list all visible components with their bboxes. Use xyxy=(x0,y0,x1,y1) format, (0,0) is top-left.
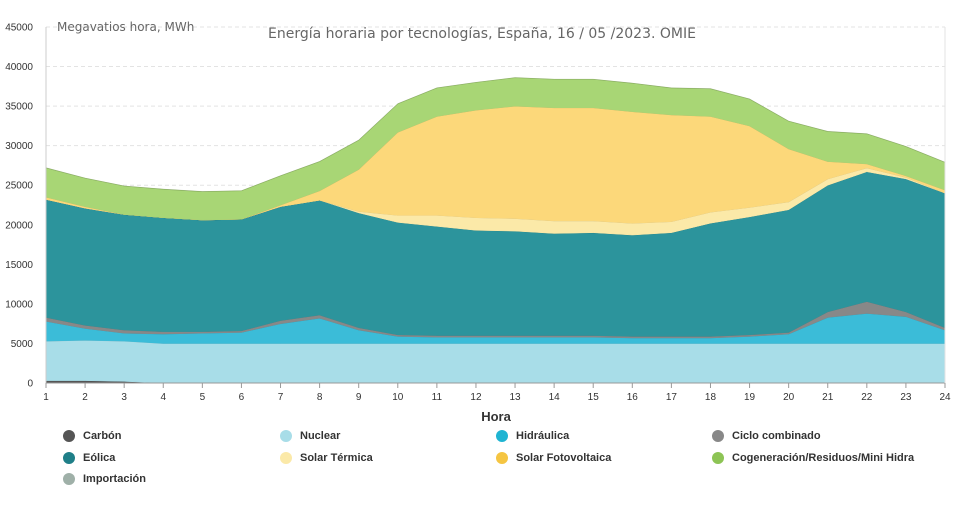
x-tick-label: 3 xyxy=(121,392,127,403)
legend-label: Solar Térmica xyxy=(300,452,373,464)
chart-title: Energía horaria por tecnologías, España,… xyxy=(268,26,696,42)
legend-label: Nuclear xyxy=(300,430,341,442)
x-tick-label: 11 xyxy=(432,392,443,403)
legend-label: Importación xyxy=(83,473,146,485)
x-tick-label: 4 xyxy=(160,392,166,403)
legend-item[interactable]: Solar Térmica xyxy=(280,450,373,466)
legend-item[interactable]: Eólica xyxy=(63,450,115,466)
area-layer xyxy=(45,77,946,384)
x-tick-label: 5 xyxy=(200,392,206,403)
x-tick-label: 12 xyxy=(470,392,482,403)
legend-item[interactable]: Ciclo combinado xyxy=(712,428,821,444)
legend-item[interactable]: Cogeneración/Residuos/Mini Hidra xyxy=(712,450,914,466)
legend-marker-icon xyxy=(280,452,292,464)
legend-marker-icon xyxy=(712,430,724,442)
x-tick-label: 18 xyxy=(705,392,717,403)
x-tick-label: 24 xyxy=(939,392,951,403)
legend-item[interactable]: Importación xyxy=(63,471,146,487)
x-tick-label: 14 xyxy=(549,392,561,403)
series-top-line xyxy=(45,77,946,192)
y-tick-label: 45000 xyxy=(5,23,33,34)
x-tick-label: 1 xyxy=(43,392,49,403)
legend-label: Eólica xyxy=(83,452,116,464)
x-tick-label: 2 xyxy=(82,392,88,403)
legend-marker-icon xyxy=(63,452,75,464)
x-tick-label: 8 xyxy=(317,392,323,403)
y-tick-label: 10000 xyxy=(5,299,33,310)
units-label: Megavatios hora, MWh xyxy=(57,20,194,34)
legend-label: Solar Fotovoltaica xyxy=(516,452,612,464)
legend-label: Ciclo combinado xyxy=(732,430,821,442)
y-tick-label: 0 xyxy=(27,379,33,390)
x-tick-label: 19 xyxy=(744,392,756,403)
x-axis-label: Hora xyxy=(481,409,511,424)
legend-marker-icon xyxy=(496,430,508,442)
x-tick-label: 21 xyxy=(822,392,834,403)
legend-marker-icon xyxy=(63,430,75,442)
legend-marker-icon xyxy=(280,430,292,442)
y-tick-label: 25000 xyxy=(5,181,33,192)
x-tick-label: 10 xyxy=(392,392,404,403)
legend-label: Hidráulica xyxy=(516,430,570,442)
x-tick-label: 20 xyxy=(783,392,795,403)
x-tick-label: 13 xyxy=(509,392,521,403)
legend-item[interactable]: Hidráulica xyxy=(496,428,569,444)
y-tick-label: 30000 xyxy=(5,141,33,152)
axis-layer: 0 5000 10000 15000 20000 25000 30000 35000 40000… xyxy=(5,23,951,404)
area-nuclear[interactable] xyxy=(45,340,946,384)
legend-marker-icon xyxy=(63,473,75,485)
y-tick-label: 5000 xyxy=(11,339,34,350)
x-tick-label: 15 xyxy=(588,392,600,403)
y-tick-label: 35000 xyxy=(5,102,33,113)
x-tick-label: 7 xyxy=(278,392,284,403)
x-tick-label: 17 xyxy=(666,392,678,403)
legend-label: Carbón xyxy=(83,430,122,442)
x-tick-label: 22 xyxy=(861,392,873,403)
y-tick-label: 15000 xyxy=(5,260,33,271)
y-tick-label: 20000 xyxy=(5,220,33,231)
x-tick-label: 16 xyxy=(627,392,639,403)
legend-item[interactable]: Carbón xyxy=(63,428,122,444)
legend-item[interactable]: Nuclear xyxy=(280,428,340,444)
x-tick-label: 23 xyxy=(900,392,912,403)
y-tick-label: 40000 xyxy=(5,62,33,73)
legend-item[interactable]: Solar Fotovoltaica xyxy=(496,450,611,466)
legend-marker-icon xyxy=(712,452,724,464)
x-tick-label: 9 xyxy=(356,392,362,403)
legend-label: Cogeneración/Residuos/Mini Hidra xyxy=(732,452,915,464)
legend-marker-icon xyxy=(496,452,508,464)
x-tick-label: 6 xyxy=(239,392,245,403)
